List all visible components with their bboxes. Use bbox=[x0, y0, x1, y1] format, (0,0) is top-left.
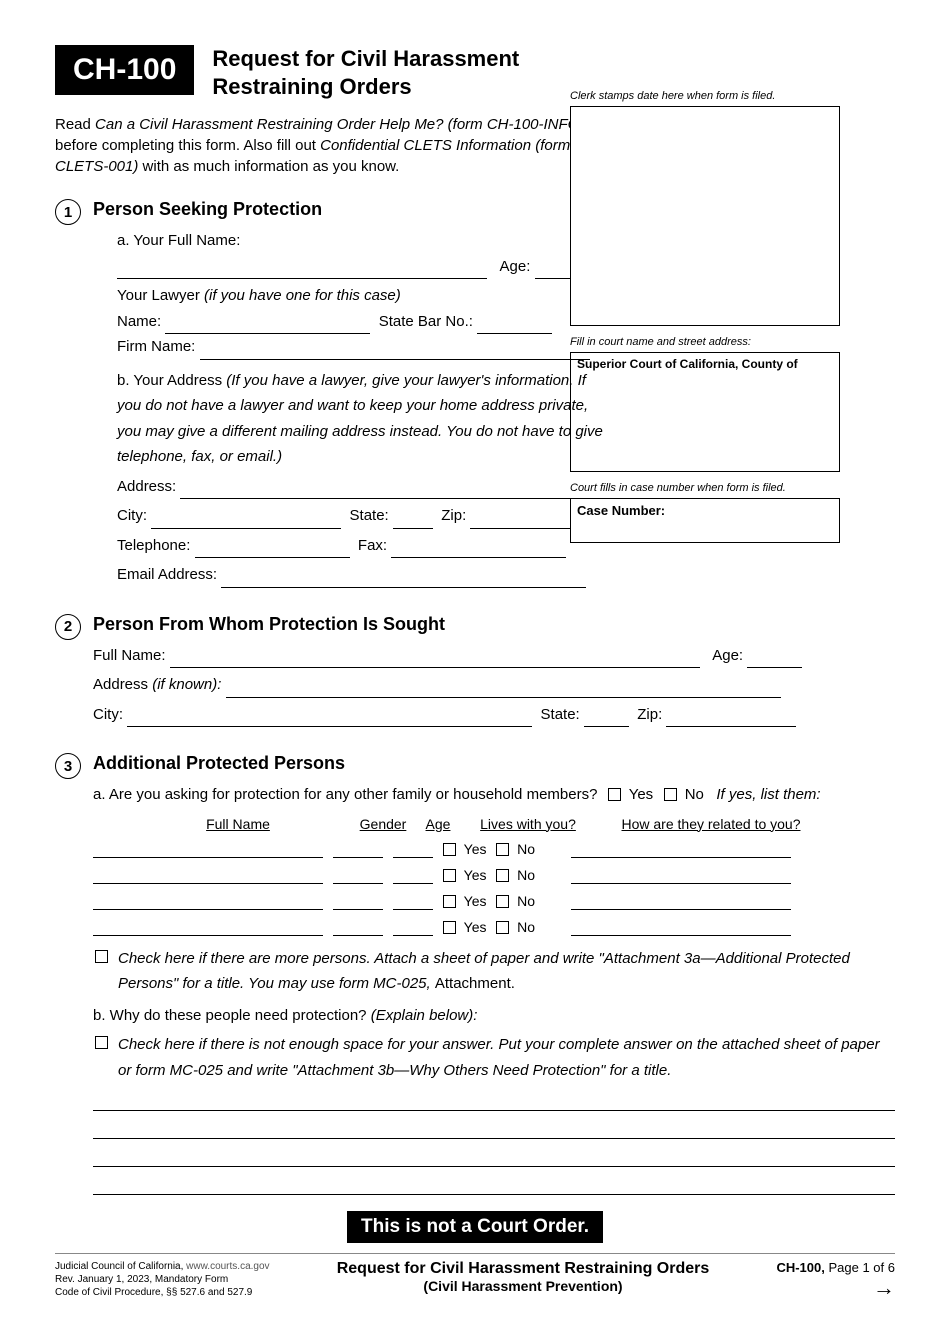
table-row-gender[interactable] bbox=[333, 918, 383, 936]
table-row-no-checkbox[interactable] bbox=[496, 895, 509, 908]
th-related: How are they related to you? bbox=[601, 816, 821, 832]
table-row-yes-checkbox[interactable] bbox=[443, 921, 456, 934]
table-row-age[interactable] bbox=[393, 918, 433, 936]
s3b-line3[interactable] bbox=[93, 1145, 895, 1167]
th-gender: Gender bbox=[353, 816, 413, 832]
table-row-name[interactable] bbox=[93, 918, 323, 936]
table-row-related[interactable] bbox=[571, 918, 791, 936]
s1-fullname-row: a. Your Full Name: Age: bbox=[117, 228, 607, 279]
table-row-gender[interactable] bbox=[333, 866, 383, 884]
s1-lawyer-name-input[interactable] bbox=[165, 319, 370, 334]
table-row-yes-checkbox[interactable] bbox=[443, 843, 456, 856]
s2-state-input[interactable] bbox=[584, 712, 629, 727]
clerk-stamp-box bbox=[570, 106, 840, 326]
s1-statebar-input[interactable] bbox=[477, 319, 552, 334]
s1-tel-input[interactable] bbox=[195, 543, 350, 558]
s1-city-input[interactable] bbox=[151, 514, 341, 529]
s1-email-input[interactable] bbox=[221, 573, 586, 588]
th-fullname: Full Name bbox=[123, 816, 353, 832]
table-row-no-checkbox[interactable] bbox=[496, 921, 509, 934]
next-page-arrow-icon: → bbox=[873, 1275, 895, 1300]
section-3-number: 3 bbox=[55, 753, 81, 779]
th-lives: Lives with you? bbox=[463, 816, 593, 832]
case-number-box: Case Number: bbox=[570, 498, 840, 543]
s2-address-input[interactable] bbox=[226, 683, 781, 698]
court-name-box[interactable]: Superior Court of California, County of bbox=[570, 352, 840, 472]
table-row-gender[interactable] bbox=[333, 892, 383, 910]
table-row-name[interactable] bbox=[93, 866, 323, 884]
table-row-related[interactable] bbox=[571, 866, 791, 884]
s3b-line4[interactable] bbox=[93, 1173, 895, 1195]
not-court-order-banner: This is not a Court Order. bbox=[347, 1211, 603, 1243]
case-note: Court fills in case number when form is … bbox=[570, 482, 840, 494]
table-row-age[interactable] bbox=[393, 866, 433, 884]
table-row-related[interactable] bbox=[571, 840, 791, 858]
footer-right: CH-100, Page 1 of 6 → bbox=[776, 1260, 895, 1301]
table-row-gender[interactable] bbox=[333, 840, 383, 858]
section-3-heading: Additional Protected Persons bbox=[93, 753, 895, 774]
s2-fullname-input[interactable] bbox=[170, 653, 700, 668]
table-row-age[interactable] bbox=[393, 892, 433, 910]
s3b-line2[interactable] bbox=[93, 1117, 895, 1139]
court-note: Fill in court name and street address: bbox=[570, 336, 840, 348]
s2-zip-input[interactable] bbox=[666, 712, 796, 727]
section-2-heading: Person From Whom Protection Is Sought bbox=[93, 614, 895, 635]
th-age: Age bbox=[413, 816, 463, 832]
clerk-stamp-note: Clerk stamps date here when form is file… bbox=[570, 90, 840, 102]
table-row-name[interactable] bbox=[93, 840, 323, 858]
s3-notspace-checkbox[interactable] bbox=[95, 1036, 108, 1049]
table-row-related[interactable] bbox=[571, 892, 791, 910]
footer-left: Judicial Council of California, www.cour… bbox=[55, 1260, 270, 1299]
table-row-yes-checkbox[interactable] bbox=[443, 895, 456, 908]
s1-address-input[interactable] bbox=[180, 484, 585, 499]
table-row-no-checkbox[interactable] bbox=[496, 843, 509, 856]
table-row-no-checkbox[interactable] bbox=[496, 869, 509, 882]
s3-yes-checkbox[interactable] bbox=[608, 788, 621, 801]
courts-link[interactable]: www.courts.ca.gov bbox=[186, 1261, 269, 1272]
s1-state-input[interactable] bbox=[393, 514, 433, 529]
s3-more-checkbox[interactable] bbox=[95, 950, 108, 963]
section-2-number: 2 bbox=[55, 614, 81, 640]
s1-fullname-input[interactable] bbox=[117, 264, 487, 279]
s1-fax-input[interactable] bbox=[391, 543, 566, 558]
footer-center: Request for Civil Harassment Restraining… bbox=[337, 1260, 710, 1296]
table-row-age[interactable] bbox=[393, 840, 433, 858]
s2-age-input[interactable] bbox=[747, 653, 802, 668]
table-row-name[interactable] bbox=[93, 892, 323, 910]
form-title: Request for Civil HarassmentRestraining … bbox=[212, 45, 519, 100]
section-1-number: 1 bbox=[55, 199, 81, 225]
s3b-line1[interactable] bbox=[93, 1089, 895, 1111]
s3-no-checkbox[interactable] bbox=[664, 788, 677, 801]
s1-zip-input[interactable] bbox=[470, 514, 570, 529]
intro-text: Read Can a Civil Harassment Restraining … bbox=[55, 114, 595, 177]
table-row-yes-checkbox[interactable] bbox=[443, 869, 456, 882]
form-code-badge: CH-100 bbox=[55, 45, 194, 95]
s1-firm-input[interactable] bbox=[200, 345, 590, 360]
s2-city-input[interactable] bbox=[127, 712, 532, 727]
